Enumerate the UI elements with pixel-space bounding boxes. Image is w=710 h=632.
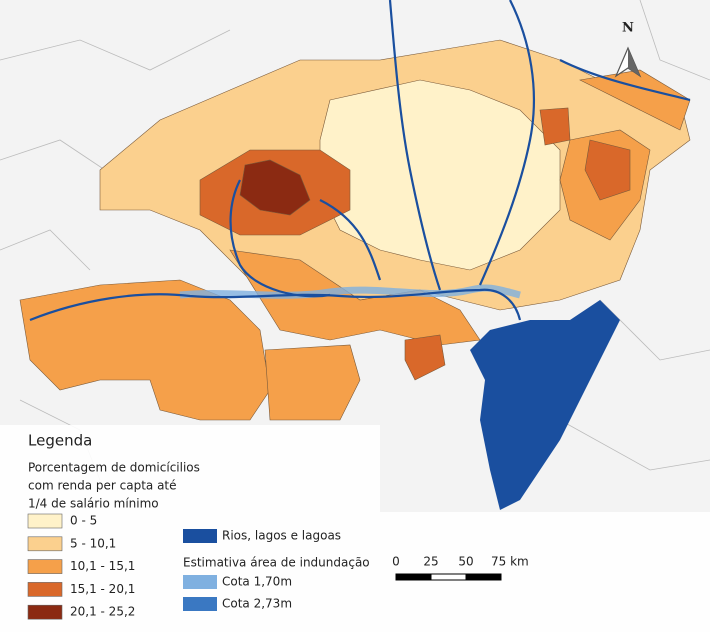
scale-label: 75 km xyxy=(491,555,529,569)
scale-label: 25 xyxy=(423,555,438,569)
scale-bar: 0 25 50 75 km xyxy=(392,555,529,581)
legend-background xyxy=(380,512,710,632)
legend-label: 5 - 10,1 xyxy=(70,536,116,550)
legend-label: Cota 2,73m xyxy=(222,597,292,611)
legend-title: Legenda xyxy=(28,432,92,450)
legend-swatch xyxy=(27,559,63,574)
legend-label: Rios, lagos e lagoas xyxy=(222,529,341,543)
legend: Porcentagem de domicícilios com renda per… xyxy=(27,461,370,620)
flood-areas xyxy=(179,284,521,299)
legend-subtitle: 1/4 de salário mínimo xyxy=(28,497,159,511)
legend-swatch xyxy=(27,582,63,597)
north-arrow-shade xyxy=(628,48,640,76)
legend-label: 0 - 5 xyxy=(70,514,97,528)
municipalities xyxy=(19,39,691,421)
legend-swatch xyxy=(183,529,217,543)
scale-segment xyxy=(465,573,502,581)
legend-label: Cota 1,70m xyxy=(222,575,292,589)
lagoon xyxy=(470,300,620,510)
north-arrow: N xyxy=(614,21,642,78)
legend-swatch xyxy=(183,575,217,589)
scale-label: 50 xyxy=(458,555,473,569)
legend-subtitle: Porcentagem de domicícilios xyxy=(28,461,200,475)
legend-subtitle: Estimativa área de indundação xyxy=(183,556,370,570)
legend-label: 10,1 - 15,1 xyxy=(70,559,135,573)
legend-swatch xyxy=(183,597,217,611)
legend-swatch xyxy=(27,604,63,620)
rivers xyxy=(29,0,691,322)
north-label: N xyxy=(622,21,634,36)
scale-label: 0 xyxy=(392,555,400,569)
legend-label: 15,1 - 20,1 xyxy=(70,582,135,596)
legend-label: 20,1 - 25,2 xyxy=(70,605,135,619)
scale-segment xyxy=(430,573,467,581)
legend-subtitle: com renda per capta até xyxy=(28,479,177,493)
legend-swatch xyxy=(27,513,63,529)
legend-swatch xyxy=(27,536,63,552)
boundaries xyxy=(0,0,710,481)
scale-segment xyxy=(395,573,432,581)
